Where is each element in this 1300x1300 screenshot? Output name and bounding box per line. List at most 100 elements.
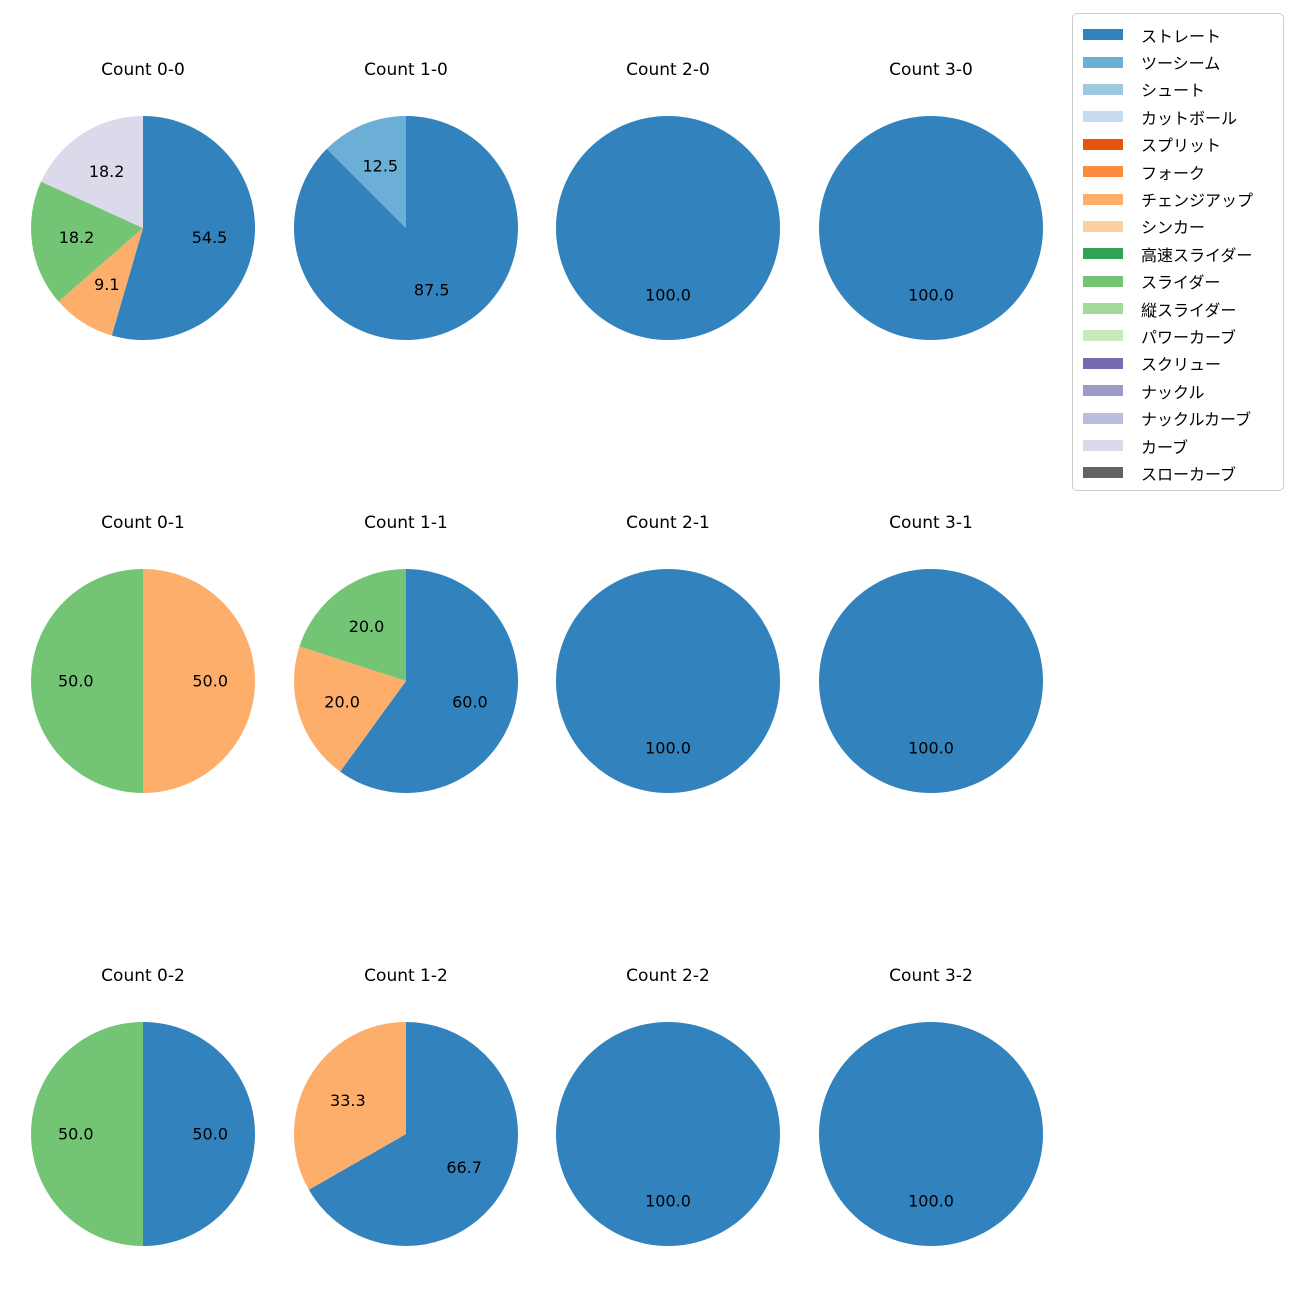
slice-percentage-label: 18.2	[89, 162, 125, 181]
legend-label: シンカー	[1141, 218, 1206, 238]
subplot-title-count-0-0: Count 0-0	[101, 60, 185, 80]
legend-swatch-knuckle-curve	[1083, 412, 1123, 424]
legend-swatch-changeup	[1083, 193, 1123, 205]
legend-swatch-cutball	[1083, 111, 1123, 123]
subplot-count-3-2: Count 3-2 100.0	[811, 950, 1051, 1254]
pie-chart-count-2-1: 100.0	[556, 569, 780, 793]
legend-swatch-shuuto	[1083, 83, 1123, 95]
slice-percentage-label: 20.0	[324, 692, 360, 711]
legend-label: カットボール	[1141, 108, 1238, 128]
pie-slice	[308, 1022, 519, 1246]
subplot-count-2-1: Count 2-1 100.0	[548, 497, 788, 801]
pie-slice	[556, 1022, 780, 1246]
pie-slice	[111, 116, 256, 340]
legend-item: ツーシーム	[1083, 48, 1277, 75]
legend-item: ストレート	[1083, 21, 1277, 48]
legend-item: カーブ	[1083, 432, 1277, 459]
legend-item: 高速スライダー	[1083, 240, 1277, 267]
subplot-title-count-1-2: Count 1-2	[364, 966, 448, 986]
legend-item: シュート	[1083, 76, 1277, 103]
subplot-title-count-1-0: Count 1-0	[364, 60, 448, 80]
subplot-title-count-2-1: Count 2-1	[626, 513, 710, 533]
slice-percentage-label: 50.0	[192, 1125, 228, 1144]
legend-item: チェンジアップ	[1083, 185, 1277, 212]
pie-chart-count-0-2: 50.0 50.0	[31, 1022, 255, 1246]
pie-slice	[299, 569, 406, 681]
pie-slice	[41, 116, 143, 228]
pie-chart-count-3-2: 100.0	[819, 1022, 1043, 1246]
legend-swatch-vertical-slider	[1083, 303, 1123, 315]
legend-label: 高速スライダー	[1141, 245, 1253, 265]
legend-label: フォーク	[1141, 163, 1206, 183]
slice-percentage-label: 100.0	[908, 286, 954, 305]
legend-swatch-knuckle	[1083, 385, 1123, 397]
pie-slice	[293, 116, 518, 340]
subplot-title-count-0-1: Count 0-1	[101, 513, 185, 533]
legend-label: スクリュー	[1141, 355, 1222, 375]
legend-label: チェンジアップ	[1141, 191, 1254, 211]
pitch-type-legend: ストレート ツーシーム シュート カットボール スプリット フォーク チェンジア…	[1072, 13, 1284, 491]
pie-slice	[556, 569, 780, 793]
legend-swatch-screw	[1083, 357, 1123, 369]
slice-percentage-label: 100.0	[645, 1192, 691, 1211]
pie-slice	[340, 569, 519, 793]
legend-item: パワーカーブ	[1083, 322, 1277, 349]
slice-percentage-label: 100.0	[908, 1192, 954, 1211]
subplot-count-2-2: Count 2-2 100.0	[548, 950, 788, 1254]
pie-slice	[294, 1022, 406, 1190]
subplot-count-0-0: Count 0-0 54.5 9.1 18.2 18.2	[23, 44, 263, 348]
pie-chart-count-2-0: 100.0	[556, 116, 780, 340]
pie-chart-count-1-1: 60.0 20.0 20.0	[293, 569, 519, 793]
legend-swatch-straight	[1083, 29, 1123, 41]
legend-item: カットボール	[1083, 103, 1277, 130]
legend-swatch-power-curve	[1083, 330, 1123, 342]
subplot-count-1-2: Count 1-2 66.7 33.3	[286, 950, 526, 1254]
subplot-title-count-3-0: Count 3-0	[889, 60, 973, 80]
pie-slice	[143, 569, 255, 793]
slice-percentage-label: 50.0	[58, 672, 94, 691]
legend-item: スクリュー	[1083, 350, 1277, 377]
slice-percentage-label: 54.5	[192, 228, 228, 247]
pie-chart-count-1-0: 87.5 12.5	[293, 116, 518, 340]
legend-swatch-split	[1083, 138, 1123, 150]
subplot-count-3-1: Count 3-1 100.0	[811, 497, 1051, 801]
pie-chart-count-2-2: 100.0	[556, 1022, 780, 1246]
subplot-title-count-3-1: Count 3-1	[889, 513, 973, 533]
pie-chart-count-0-0: 54.5 9.1 18.2 18.2	[30, 116, 256, 340]
pie-slice	[819, 569, 1043, 793]
legend-label: シュート	[1141, 81, 1206, 101]
slice-percentage-label: 18.2	[59, 228, 95, 247]
pie-chart-count-1-2: 66.7 33.3	[294, 1022, 519, 1246]
pie-slice	[143, 1022, 255, 1246]
slice-percentage-label: 87.5	[414, 281, 450, 300]
legend-label: スプリット	[1141, 136, 1222, 156]
pie-slice	[326, 116, 406, 228]
slice-percentage-label: 66.7	[446, 1158, 482, 1177]
subplot-count-1-1: Count 1-1 60.0 20.0 20.0	[286, 497, 526, 801]
subplot-count-3-0: Count 3-0 100.0	[811, 44, 1051, 348]
subplot-title-count-1-1: Count 1-1	[364, 513, 448, 533]
pie-slice	[819, 1022, 1043, 1246]
legend-item: スライダー	[1083, 268, 1277, 295]
legend-item: 縦スライダー	[1083, 295, 1277, 322]
legend-item: ナックル	[1083, 377, 1277, 404]
subplot-count-1-0: Count 1-0 87.5 12.5	[286, 44, 526, 348]
legend-label: 縦スライダー	[1141, 300, 1237, 320]
pie-chart-count-0-1: 50.0 50.0	[31, 569, 255, 793]
legend-swatch-slow-curve	[1083, 467, 1123, 479]
legend-swatch-sinker	[1083, 220, 1123, 232]
legend-label: スライダー	[1141, 273, 1221, 293]
slice-percentage-label: 50.0	[58, 1125, 94, 1144]
subplot-title-count-2-0: Count 2-0	[626, 60, 710, 80]
legend-label: スローカーブ	[1141, 464, 1237, 484]
legend-swatch-two-seam	[1083, 56, 1123, 68]
pie-chart-count-3-1: 100.0	[819, 569, 1043, 793]
slice-percentage-label: 20.0	[349, 617, 385, 636]
subplot-count-0-1: Count 0-1 50.0 50.0	[23, 497, 263, 801]
legend-item: スローカーブ	[1083, 459, 1277, 486]
legend-label: ナックルカーブ	[1141, 410, 1252, 430]
legend-item: フォーク	[1083, 158, 1277, 185]
subplot-count-0-2: Count 0-2 50.0 50.0	[23, 950, 263, 1254]
slice-percentage-label: 100.0	[645, 739, 691, 758]
